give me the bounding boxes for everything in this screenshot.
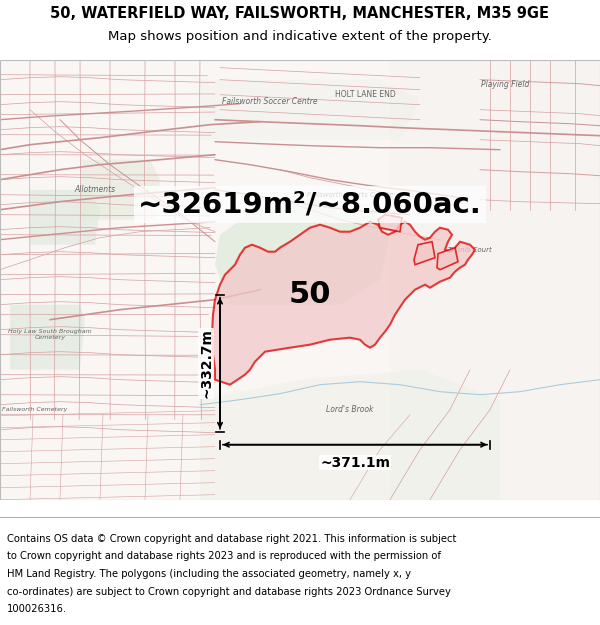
Text: Holy Law South Brougham
Cemetery: Holy Law South Brougham Cemetery — [8, 329, 92, 340]
Text: Tennis Court: Tennis Court — [448, 247, 492, 252]
Text: Allotments: Allotments — [74, 185, 116, 194]
Text: Map shows position and indicative extent of the property.: Map shows position and indicative extent… — [108, 30, 492, 43]
Text: Failsworth Sports Centre: Failsworth Sports Centre — [307, 192, 393, 198]
Text: co-ordinates) are subject to Crown copyright and database rights 2023 Ordnance S: co-ordinates) are subject to Crown copyr… — [7, 587, 451, 597]
Polygon shape — [30, 190, 100, 244]
Polygon shape — [437, 248, 458, 270]
Text: ~32619m²/~8.060ac.: ~32619m²/~8.060ac. — [138, 191, 482, 219]
Text: Failsworth Cemetery: Failsworth Cemetery — [2, 407, 68, 412]
Polygon shape — [215, 200, 390, 304]
Text: to Crown copyright and database rights 2023 and is reproduced with the permissio: to Crown copyright and database rights 2… — [7, 551, 441, 561]
Text: HM Land Registry. The polygons (including the associated geometry, namely x, y: HM Land Registry. The polygons (includin… — [7, 569, 411, 579]
Text: 50, WATERFIELD WAY, FAILSWORTH, MANCHESTER, M35 9GE: 50, WATERFIELD WAY, FAILSWORTH, MANCHEST… — [50, 6, 550, 21]
Text: Lord's Brook: Lord's Brook — [326, 405, 374, 414]
Text: Failsworth Soccer Centre: Failsworth Soccer Centre — [222, 97, 318, 106]
Polygon shape — [212, 222, 475, 384]
Polygon shape — [378, 214, 402, 232]
Polygon shape — [10, 304, 85, 369]
Polygon shape — [80, 159, 160, 219]
Polygon shape — [414, 242, 435, 265]
Text: ~371.1m: ~371.1m — [320, 456, 390, 469]
Text: Playing Field: Playing Field — [481, 80, 529, 89]
Text: ~332.7m: ~332.7m — [199, 328, 213, 398]
Text: HOLT LANE END: HOLT LANE END — [335, 90, 395, 99]
Text: 50: 50 — [289, 280, 331, 309]
Polygon shape — [390, 59, 600, 499]
Text: 100026316.: 100026316. — [7, 604, 67, 614]
Polygon shape — [200, 369, 500, 499]
Text: Contains OS data © Crown copyright and database right 2021. This information is : Contains OS data © Crown copyright and d… — [7, 534, 457, 544]
Polygon shape — [200, 79, 420, 139]
